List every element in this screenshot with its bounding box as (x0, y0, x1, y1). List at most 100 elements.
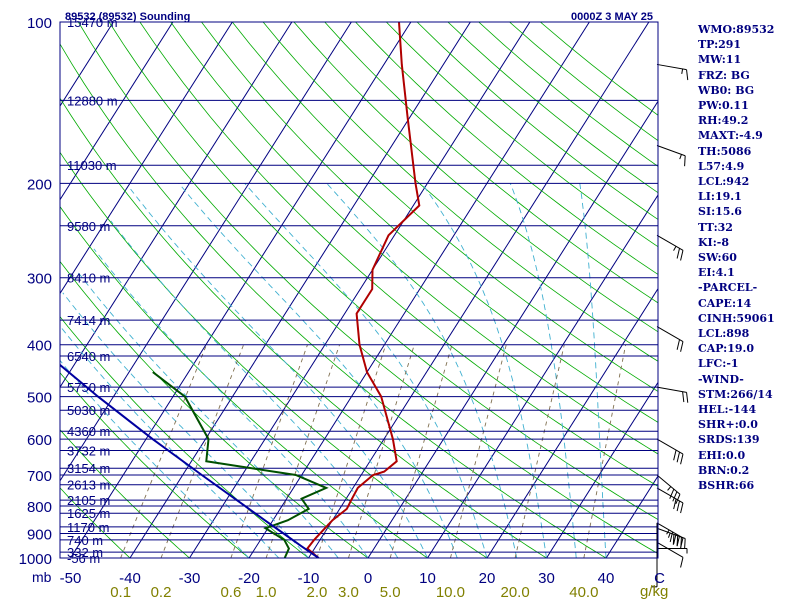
sounding-series (60, 22, 421, 558)
stat-item: PW:0.11 (698, 99, 749, 113)
height-label: 6540 m (67, 349, 110, 364)
mixing-ratio-line (348, 344, 415, 558)
wind-barb-staff (656, 326, 684, 342)
stat-item: SW:60 (698, 251, 737, 265)
stat-item: CINH:59061 (698, 311, 775, 325)
stat-item: BRN:0.2 (698, 463, 750, 477)
mixing-ratio-tick-label: 40.0 (569, 584, 598, 600)
temperature-tick-label: -10 (298, 570, 320, 587)
height-label: 740 m (67, 533, 103, 548)
mixing-ratio-tick-label: 2.0 (307, 584, 328, 600)
wind-barb-flag (680, 557, 684, 568)
dry-adiabat-line (60, 205, 428, 558)
stat-item: TP:291 (698, 38, 742, 52)
pressure-tick-label: 800 (27, 499, 52, 516)
isotherm-line (60, 22, 293, 389)
mixing-ratio-tick-label: 5.0 (380, 584, 401, 600)
wind-barb-staff (656, 145, 686, 157)
stat-item: MAXT:-4.9 (698, 129, 763, 143)
dry-adiabat-line (355, 22, 658, 275)
wind-barb-staff (656, 234, 684, 251)
mixing-ratio-line (230, 344, 308, 558)
dry-adiabat-line (262, 22, 658, 362)
temperature-line (306, 22, 421, 558)
stat-item: EHI:0.0 (698, 448, 746, 462)
stat-item: WMO:89532 (698, 23, 775, 36)
height-label: 2105 m (67, 493, 110, 508)
pressure-tick-label: 200 (27, 176, 52, 193)
stat-item: -PARCEL- (698, 281, 758, 295)
wind-barb-flag (676, 248, 681, 259)
moist-adiabat-line (244, 183, 488, 558)
stat-item: LI:19.1 (698, 190, 742, 204)
dry-adiabat-line (293, 22, 658, 333)
dewpoint-line (152, 371, 329, 558)
mixing-ratio-line (389, 344, 453, 558)
wind-barb-flag (684, 155, 686, 167)
mixing-ratio-tick-label: 1.0 (256, 584, 277, 600)
sounding-indices-panel: WMO:89532 TP:291 MW:11 FRZ: BG WB0: BG PW:0.1… (698, 22, 798, 493)
temperature-tick-label: 0 (364, 570, 372, 587)
temperature-tick-label: -30 (179, 570, 201, 587)
mixing-ratio-tick-label: 0.1 (110, 584, 131, 600)
moist-adiabat-line (62, 292, 309, 558)
mixing-ratio-line (265, 344, 341, 558)
stat-item: KI:-8 (698, 235, 729, 249)
wind-barb-staff (656, 487, 684, 504)
stat-item: LFC:-1 (698, 357, 739, 371)
wind-barb-flag (686, 392, 689, 403)
height-label: 7414 m (67, 313, 110, 328)
pressure-tick-label: 600 (27, 432, 52, 449)
moist-adiabat-line (579, 183, 607, 558)
height-label: 11030 m (67, 158, 117, 173)
wind-barb-half-flag (681, 68, 684, 74)
mixing-ratio-line (120, 344, 207, 558)
mixing-ratio-tick-label: 3.0 (338, 584, 359, 600)
wind-barb (656, 522, 684, 549)
wind-barb-flag (686, 69, 689, 81)
temperature-tick-label: -40 (119, 570, 141, 587)
stat-item: SI:15.6 (698, 205, 742, 219)
height-label: 2613 m (67, 478, 110, 493)
dry-adiabat-line (231, 22, 658, 392)
mixing-ratio-line (160, 344, 245, 558)
pressure-tick-label: 100 (27, 15, 52, 32)
temperature-tick-label: 30 (538, 570, 555, 587)
stat-item: SHR+:0.0 (698, 418, 758, 432)
mixing-ratio-line (316, 344, 387, 558)
wind-barb (656, 541, 684, 568)
wind-barb-flag (675, 494, 681, 505)
wind-barb-flag (680, 453, 684, 465)
wind-barb-staff (656, 63, 687, 71)
temperature-tick-label: C (654, 570, 665, 587)
dry-adiabat-line (60, 151, 488, 558)
stat-item: EI:4.1 (698, 266, 735, 280)
dry-adiabat-line (170, 22, 658, 455)
moist-adiabat-line (130, 188, 428, 558)
dry-adiabat-line (386, 22, 658, 248)
stat-item: L57:4.9 (698, 159, 745, 173)
stat-item: SRDS:139 (698, 433, 760, 447)
wind-barb-staff (656, 541, 684, 558)
pressure-tick-label: 900 (27, 526, 52, 543)
temperature-tick-label: 40 (598, 570, 615, 587)
grid-lines (60, 22, 658, 558)
isotherm-line (60, 22, 233, 295)
dry-adiabat-line (60, 43, 607, 558)
wind-barb-staff (656, 474, 681, 495)
wind-barb-flag (669, 488, 675, 499)
wind-barb (657, 547, 688, 554)
wind-barb (656, 145, 686, 167)
plot-frame (59, 21, 659, 559)
wind-barb (656, 487, 684, 514)
height-label: 12880 m (67, 93, 118, 108)
height-label: 8410 m (67, 271, 110, 286)
height-label: 4360 m (67, 424, 110, 439)
height-label: 5030 m (67, 403, 110, 418)
stat-item: -WIND- (698, 372, 744, 386)
stat-item: LCL:898 (698, 327, 750, 341)
wind-barb-staff (656, 522, 684, 539)
stat-item: BSHR:66 (698, 479, 755, 493)
